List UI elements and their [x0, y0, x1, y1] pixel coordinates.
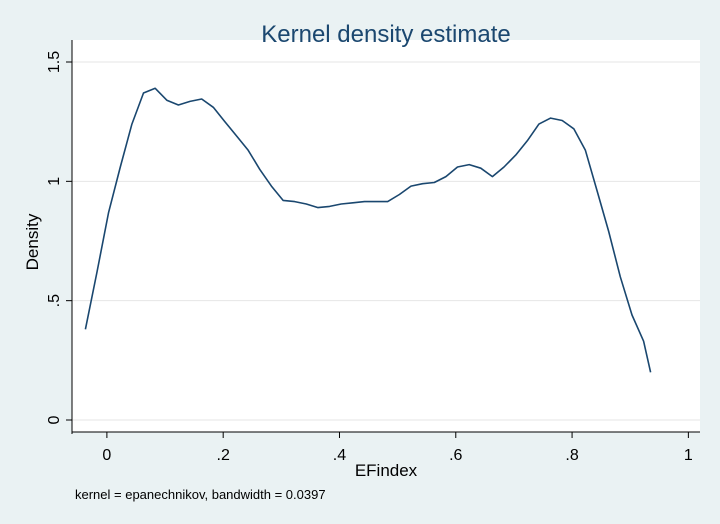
- density-curve: [84, 87, 652, 373]
- y-tick-label: 1: [46, 177, 63, 186]
- gridlines: [72, 61, 700, 421]
- y-axis: 0 .5 1 1.5: [46, 40, 73, 434]
- y-tick-label: 1.5: [46, 51, 63, 73]
- x-tick-label: 0: [102, 447, 111, 464]
- kernel-note: kernel = epanechnikov, bandwidth = 0.039…: [75, 487, 326, 502]
- y-axis-label: Density: [23, 213, 42, 270]
- y-tick-label: 0: [46, 415, 63, 424]
- y-tick-label: .5: [46, 294, 63, 307]
- x-axis: 0 .2 .4 .6 .8 1: [72, 431, 700, 464]
- x-tick-label: .4: [333, 447, 346, 464]
- x-tick-label: .2: [217, 447, 230, 464]
- x-axis-label: EFindex: [355, 461, 418, 480]
- x-tick-label: .6: [449, 447, 462, 464]
- x-tick-label: 1: [684, 447, 693, 464]
- x-tick-label: .8: [565, 447, 578, 464]
- chart-title: Kernel density estimate: [261, 21, 510, 48]
- plot-area: [72, 40, 700, 432]
